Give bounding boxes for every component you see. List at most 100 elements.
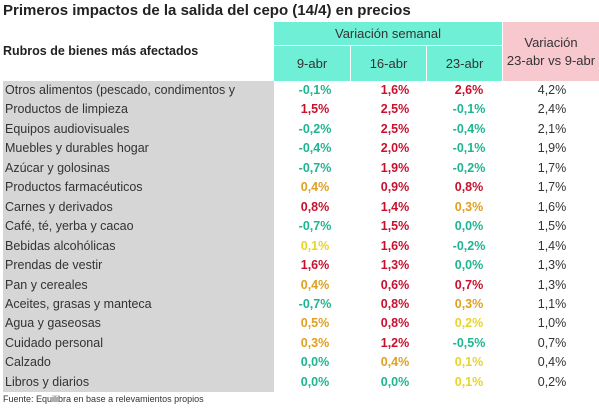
total-variation-value: 0,2% xyxy=(537,374,567,389)
total-variation-value: 4,2% xyxy=(537,83,567,97)
weekly-value-23-abr: -0,4% xyxy=(452,121,486,136)
category-name: Calzado xyxy=(5,355,51,370)
category-name: Equipos audiovisuales xyxy=(5,121,130,136)
category-name: Otros alimentos (pescado, condimentos y xyxy=(5,83,235,97)
weekly-value-16-abr: 1,5% xyxy=(380,219,410,234)
weekly-value-16-abr: 1,6% xyxy=(380,238,410,253)
total-variation-value: 1,7% xyxy=(537,180,567,195)
category-name: Agua y gaseosas xyxy=(5,316,101,331)
weekly-value-9-abr: 0,0% xyxy=(300,355,330,370)
weekly-value-9-abr: 0,3% xyxy=(300,335,330,350)
table-row: Libros y diarios 0,0% 0,0% 0,1% 0,2% xyxy=(0,373,599,392)
weekly-value-16-abr: 1,9% xyxy=(380,160,410,175)
table-row: Bebidas alcohólicas 0,1% 1,6% -0,2% 1,4% xyxy=(0,237,599,256)
category-name: Prendas de vestir xyxy=(5,258,103,273)
weekly-value-23-abr: -0,1% xyxy=(452,141,486,156)
weekly-variation-header: Variación semanal xyxy=(274,22,502,45)
total-variation-value: 1,4% xyxy=(537,238,567,253)
day-header-2: 16-abr xyxy=(351,46,426,81)
weekly-value-9-abr: 0,5% xyxy=(300,316,330,331)
weekly-value-9-abr: -0,2% xyxy=(298,121,332,136)
category-name: Bebidas alcohólicas xyxy=(5,238,116,253)
weekly-value-16-abr: 0,9% xyxy=(380,180,410,195)
weekly-value-23-abr: -0,5% xyxy=(452,335,486,350)
weekly-value-23-abr: 0,1% xyxy=(454,355,484,370)
weekly-value-9-abr: 0,1% xyxy=(300,238,330,253)
category-name: Aceites, grasas y manteca xyxy=(5,296,152,311)
total-variation-value: 1,0% xyxy=(537,316,567,331)
category-name: Azúcar y golosinas xyxy=(5,160,110,175)
weekly-value-23-abr: 0,2% xyxy=(454,316,484,331)
category-name: Productos de limpieza xyxy=(5,102,128,117)
weekly-value-16-abr: 2,5% xyxy=(380,102,410,117)
weekly-value-9-abr: 0,8% xyxy=(300,199,330,214)
weekly-value-16-abr: 2,5% xyxy=(380,121,410,136)
table-row: Otros alimentos (pescado, condimentos y -… xyxy=(0,81,599,100)
source-note: Fuente: Equilibra en base a relevamiento… xyxy=(3,394,204,404)
weekly-value-23-abr: -0,2% xyxy=(452,238,486,253)
weekly-value-23-abr: 0,1% xyxy=(454,374,484,389)
table-row: Calzado 0,0% 0,4% 0,1% 0,4% xyxy=(0,353,599,372)
weekly-value-16-abr: 0,8% xyxy=(380,316,410,331)
weekly-value-23-abr: -0,2% xyxy=(452,160,486,175)
category-name: Libros y diarios xyxy=(5,374,90,389)
total-variation-label: Variación xyxy=(524,35,578,50)
weekly-value-23-abr: 0,7% xyxy=(454,277,484,292)
weekly-value-23-abr: 0,0% xyxy=(454,219,484,234)
weekly-value-16-abr: 0,6% xyxy=(380,277,410,292)
category-name: Productos farmacéuticos xyxy=(5,180,143,195)
total-variation-header: Variación 23-abr vs 9-abr xyxy=(503,22,599,81)
category-name: Pan y cereales xyxy=(5,277,88,292)
weekly-value-23-abr: 2,6% xyxy=(454,83,484,97)
page-title: Primeros impactos de la salida del cepo … xyxy=(3,2,411,19)
table-row: Café, té, yerba y cacao -0,7% 1,5% 0,0% 1,5% xyxy=(0,217,599,236)
table-row: Azúcar y golosinas -0,7% 1,9% -0,2% 1,7% xyxy=(0,159,599,178)
weekly-value-16-abr: 1,2% xyxy=(380,335,410,350)
total-variation-period: 23-abr vs 9-abr xyxy=(506,53,596,68)
category-name: Carnes y derivados xyxy=(5,199,113,214)
category-column-background xyxy=(3,81,274,392)
rubros-header: Rubros de bienes más afectados xyxy=(3,44,199,58)
weekly-value-23-abr: 0,3% xyxy=(454,199,484,214)
weekly-value-9-abr: 0,4% xyxy=(300,277,330,292)
table-row: Muebles y durables hogar -0,4% 2,0% -0,1% 1,… xyxy=(0,139,599,158)
weekly-value-9-abr: 0,0% xyxy=(300,374,330,389)
total-variation-value: 1,1% xyxy=(537,296,567,311)
weekly-value-23-abr: 0,0% xyxy=(454,258,484,273)
table-row: Productos farmacéuticos 0,4% 0,9% 0,8% 1,7% xyxy=(0,178,599,197)
weekly-value-9-abr: -0,7% xyxy=(298,160,332,175)
table-row: Agua y gaseosas 0,5% 0,8% 0,2% 1,0% xyxy=(0,314,599,333)
weekly-value-16-abr: 2,0% xyxy=(380,141,410,156)
weekly-value-23-abr: -0,1% xyxy=(452,102,486,117)
total-variation-value: 2,1% xyxy=(537,121,567,136)
weekly-value-16-abr: 1,6% xyxy=(380,83,410,97)
weekly-value-9-abr: -0,1% xyxy=(298,83,332,97)
weekly-value-9-abr: -0,7% xyxy=(298,219,332,234)
total-variation-value: 1,7% xyxy=(537,160,567,175)
weekly-value-9-abr: 1,5% xyxy=(300,102,330,117)
day-header-3: 23-abr xyxy=(427,46,502,81)
total-variation-value: 1,9% xyxy=(537,141,567,156)
total-variation-value: 1,3% xyxy=(537,258,567,273)
weekly-value-16-abr: 0,8% xyxy=(380,296,410,311)
weekly-value-9-abr: -0,4% xyxy=(298,141,332,156)
table-row: Cuidado personal 0,3% 1,2% -0,5% 0,7% xyxy=(0,334,599,353)
weekly-value-16-abr: 0,4% xyxy=(380,355,410,370)
weekly-value-23-abr: 0,3% xyxy=(454,296,484,311)
weekly-value-9-abr: 0,4% xyxy=(300,180,330,195)
table-row: Equipos audiovisuales -0,2% 2,5% -0,4% 2,1% xyxy=(0,120,599,139)
category-name: Café, té, yerba y cacao xyxy=(5,219,134,234)
total-variation-value: 1,3% xyxy=(537,277,567,292)
total-variation-value: 2,4% xyxy=(537,102,567,117)
total-variation-value: 1,6% xyxy=(537,199,567,214)
weekly-value-23-abr: 0,8% xyxy=(454,180,484,195)
category-name: Cuidado personal xyxy=(5,335,103,350)
table-row: Productos de limpieza 1,5% 2,5% -0,1% 2,4% xyxy=(0,100,599,119)
weekly-value-16-abr: 1,4% xyxy=(380,199,410,214)
weekly-value-16-abr: 1,3% xyxy=(380,258,410,273)
table-row: Aceites, grasas y manteca -0,7% 0,8% 0,3% 1,… xyxy=(0,295,599,314)
table-row: Carnes y derivados 0,8% 1,4% 0,3% 1,6% xyxy=(0,198,599,217)
table-row: Pan y cereales 0,4% 0,6% 0,7% 1,3% xyxy=(0,276,599,295)
total-variation-value: 0,4% xyxy=(537,355,567,370)
weekly-value-9-abr: -0,7% xyxy=(298,296,332,311)
